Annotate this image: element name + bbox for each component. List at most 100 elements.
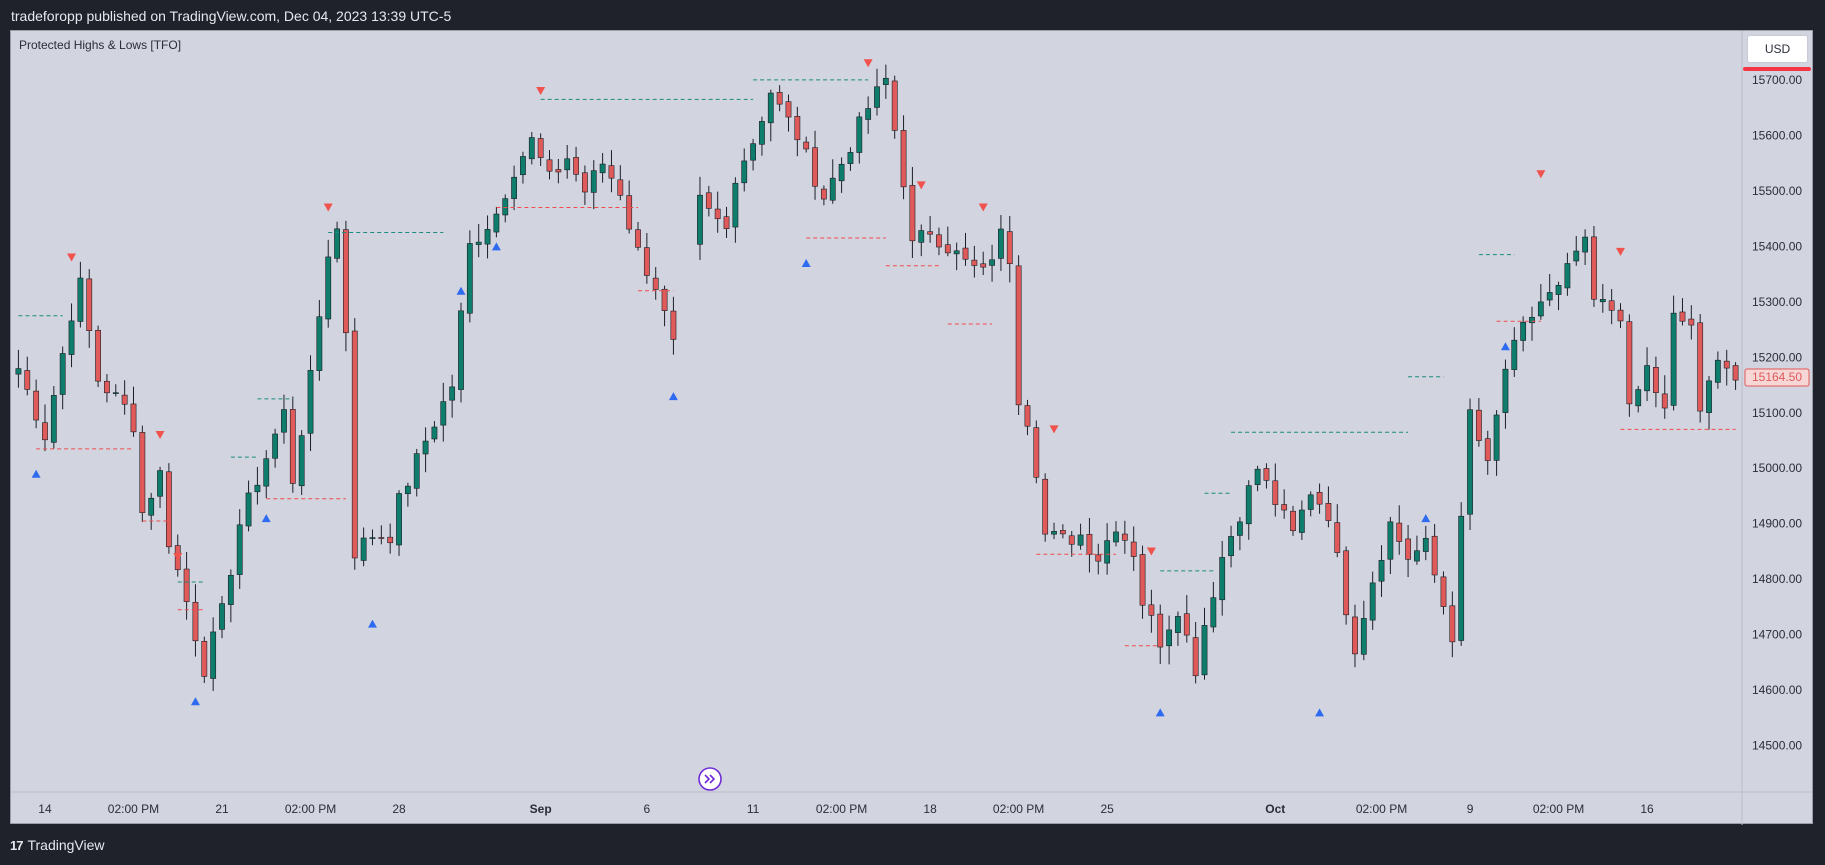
swing-high-marker xyxy=(1146,547,1156,556)
x-tick-label: Sep xyxy=(530,802,552,816)
candlestick-chart[interactable]: 14500.00 14600.00 14700.00 14800.00 14900.00… xyxy=(0,0,1825,826)
candle-body xyxy=(272,433,279,459)
candle-body xyxy=(829,177,836,201)
candle-body xyxy=(307,370,314,434)
candle-body xyxy=(1458,515,1465,641)
candle-body xyxy=(511,176,517,199)
y-tick-label: 15100.00 xyxy=(1752,406,1802,420)
candle-body xyxy=(1405,538,1411,560)
tradingview-logo[interactable]: 17 TradingView xyxy=(10,826,105,865)
double-chevron-icon xyxy=(704,774,716,784)
candle-body xyxy=(953,250,960,255)
candle-body xyxy=(582,172,588,193)
candle-body xyxy=(927,231,934,235)
swing-low-marker xyxy=(801,258,811,267)
candle-body xyxy=(1608,300,1615,311)
candle-body xyxy=(325,256,332,320)
candle-body xyxy=(847,152,854,164)
candle-body xyxy=(475,241,482,245)
candle-body xyxy=(1334,522,1341,553)
swing-low-marker xyxy=(1315,708,1325,717)
candle-body xyxy=(1520,321,1527,341)
candle-body xyxy=(794,116,801,141)
candle-body xyxy=(1183,613,1190,636)
candle-body xyxy=(351,330,358,559)
y-tick-label: 15300.00 xyxy=(1752,295,1802,309)
candle-body xyxy=(865,108,872,120)
y-tick-label: 15700.00 xyxy=(1752,73,1802,87)
swing-high-marker xyxy=(1616,247,1626,256)
swing-low-marker xyxy=(31,469,41,478)
candle-body xyxy=(1068,535,1075,545)
indicator-title[interactable]: Protected Highs & Lows [TFO] xyxy=(19,38,182,52)
candle-body xyxy=(820,188,827,200)
candle-body xyxy=(856,116,863,153)
candle-body xyxy=(1431,535,1438,576)
candle-body xyxy=(909,185,916,242)
candle-body xyxy=(661,288,668,311)
candle-body xyxy=(1599,299,1606,303)
candle-body xyxy=(298,435,305,487)
swing-low-marker xyxy=(668,392,678,401)
candle-body xyxy=(803,141,810,150)
candle-body xyxy=(183,568,190,602)
swing-high-marker xyxy=(173,553,183,562)
currency-underline xyxy=(1743,67,1811,71)
candle-body xyxy=(874,86,880,108)
candle-body xyxy=(1290,510,1296,532)
swing-high-marker xyxy=(978,203,988,212)
candle-body xyxy=(1015,265,1022,406)
candle-body xyxy=(812,147,818,187)
candle-body xyxy=(95,329,101,382)
y-tick-label: 14800.00 xyxy=(1752,572,1802,586)
candle-body xyxy=(1440,576,1447,607)
candle-body xyxy=(1201,625,1208,676)
candle-body xyxy=(440,401,447,426)
x-tick-label: 21 xyxy=(215,802,229,816)
candle-body xyxy=(1626,321,1633,405)
candle-body xyxy=(1360,618,1367,655)
swing-high-marker xyxy=(323,203,333,212)
candle-body xyxy=(1228,536,1234,557)
candle-body xyxy=(1723,360,1730,369)
candle-body xyxy=(192,601,199,642)
candle-body xyxy=(1263,468,1270,481)
candle-body xyxy=(502,198,509,216)
candle-body xyxy=(263,458,270,487)
candle-body xyxy=(1591,236,1597,300)
candle-body xyxy=(767,92,774,124)
candle-body xyxy=(1653,367,1659,393)
candle-body xyxy=(219,603,225,630)
x-tick-label: 6 xyxy=(644,802,651,816)
y-tick-label: 15400.00 xyxy=(1752,239,1802,253)
y-tick-label: 14600.00 xyxy=(1752,683,1802,697)
candle-body xyxy=(714,208,721,220)
footer: 17 TradingView xyxy=(0,826,1825,864)
candle-body xyxy=(210,631,217,679)
candle-body xyxy=(1688,318,1695,326)
candle-body xyxy=(626,195,633,230)
currency-button[interactable]: USD xyxy=(1747,35,1808,63)
candle-body xyxy=(608,165,615,179)
candle-body xyxy=(776,92,783,105)
x-tick-label: 28 xyxy=(392,802,406,816)
candle-body xyxy=(42,422,48,441)
candle-body xyxy=(1449,605,1456,643)
candle-body xyxy=(944,244,951,254)
candle-body xyxy=(590,170,597,193)
candle-body xyxy=(1219,557,1226,601)
candle-body xyxy=(1113,531,1119,543)
candle-body xyxy=(245,492,252,527)
candle-body xyxy=(24,370,31,390)
candle-body xyxy=(1396,522,1403,542)
candle-body xyxy=(1121,533,1128,541)
candle-body xyxy=(1617,309,1624,322)
candle-body xyxy=(431,426,438,440)
candle-body xyxy=(1237,521,1243,536)
candle-body xyxy=(1139,554,1146,606)
candle-body xyxy=(1697,322,1704,412)
candle-body xyxy=(1493,414,1500,461)
candle-body xyxy=(121,394,128,405)
x-tick-label: 02:00 PM xyxy=(993,802,1044,816)
candle-body xyxy=(422,440,429,455)
